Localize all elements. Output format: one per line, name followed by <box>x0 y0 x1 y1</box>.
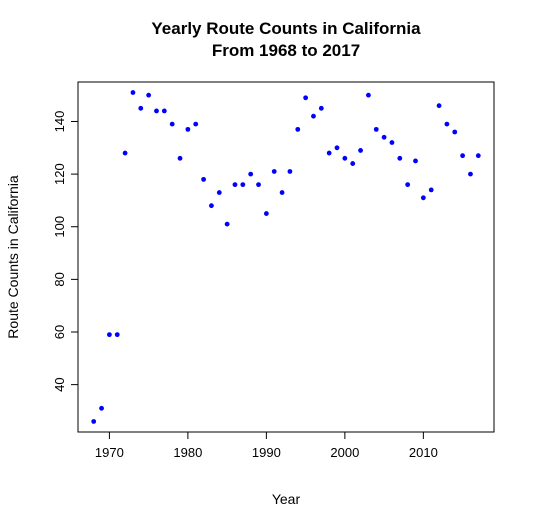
chart-subtitle: From 1968 to 2017 <box>212 41 360 60</box>
data-point <box>311 113 316 119</box>
data-point <box>460 153 466 159</box>
data-point <box>91 419 97 424</box>
y-axis-label: Route Counts in California <box>5 175 21 339</box>
data-point <box>475 153 481 159</box>
data-point <box>373 126 379 132</box>
data-point <box>334 145 340 151</box>
data-point <box>161 108 167 114</box>
data-point <box>138 105 144 111</box>
plot-frame <box>77 81 495 433</box>
data-point <box>303 95 309 101</box>
data-point <box>271 169 277 174</box>
data-point <box>224 221 230 227</box>
data-point <box>318 105 324 111</box>
data-point <box>122 150 128 156</box>
x-tick-label: 1970 <box>95 445 124 460</box>
data-point <box>263 211 269 216</box>
chart-title: Yearly Route Counts in California <box>151 19 421 38</box>
data-point <box>216 190 222 195</box>
x-tick-label: 1990 <box>252 445 281 460</box>
data-point <box>366 92 371 98</box>
data-point <box>444 121 450 127</box>
data-point <box>295 126 301 132</box>
data-point <box>146 92 152 98</box>
data-point <box>350 161 356 166</box>
data-point <box>256 182 261 188</box>
data-point <box>169 121 175 127</box>
data-point <box>240 182 246 188</box>
x-tick-label: 2000 <box>330 445 359 460</box>
data-point <box>358 148 363 153</box>
data-point <box>154 108 159 114</box>
data-point <box>287 169 293 174</box>
y-tick-label: 120 <box>52 163 67 185</box>
x-tick-label: 1980 <box>173 445 202 460</box>
data-point <box>232 182 238 188</box>
data-point <box>130 90 136 95</box>
data-point <box>397 155 403 161</box>
data-point <box>436 103 442 109</box>
y-tick-label: 100 <box>52 216 67 238</box>
data-point <box>106 332 112 338</box>
data-point <box>193 121 199 127</box>
data-point <box>389 140 395 145</box>
y-tick-label: 80 <box>52 272 67 286</box>
data-points <box>91 90 481 424</box>
data-point <box>405 182 411 188</box>
data-point <box>413 158 418 164</box>
data-point <box>177 155 183 161</box>
data-point <box>185 126 191 132</box>
data-point <box>342 155 348 161</box>
y-tick-label: 60 <box>52 325 67 339</box>
data-point <box>201 176 206 182</box>
data-point <box>326 150 332 156</box>
x-tick-label: 2010 <box>409 445 438 460</box>
data-point <box>99 405 104 411</box>
data-point <box>279 190 285 195</box>
y-tick-label: 140 <box>52 111 67 133</box>
data-point <box>420 195 426 201</box>
x-axis: 1970 1980 1990 2000 2010 <box>95 431 438 460</box>
data-point <box>381 134 387 140</box>
data-point <box>428 187 434 193</box>
x-axis-label: Year <box>272 491 301 507</box>
y-axis: 40 60 80 100 120 140 <box>52 111 79 392</box>
data-point <box>248 171 254 177</box>
data-point <box>209 203 214 209</box>
data-point <box>452 129 458 135</box>
data-point <box>468 171 473 177</box>
y-tick-label: 40 <box>52 377 67 391</box>
data-point <box>114 332 120 338</box>
